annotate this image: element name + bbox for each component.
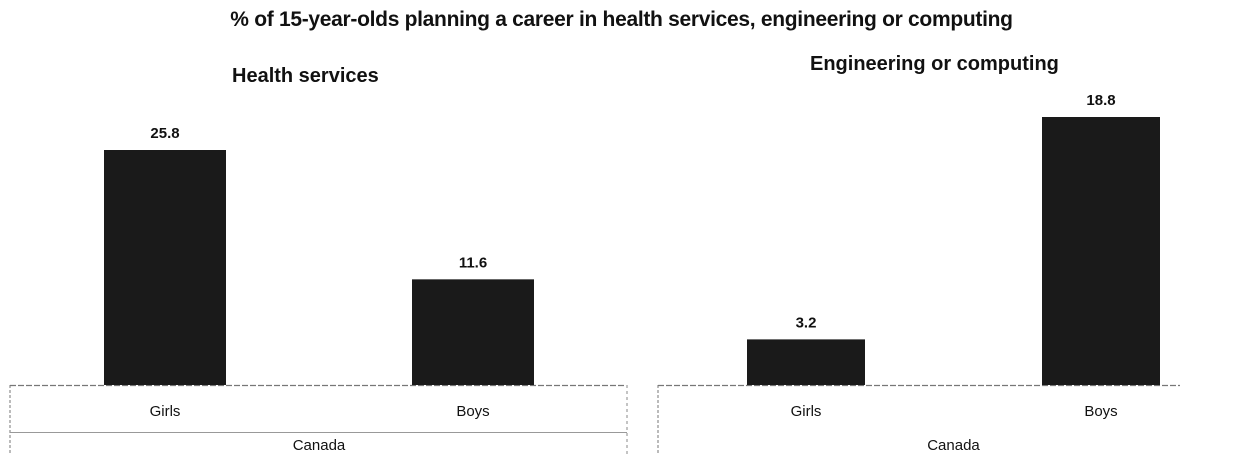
bar-girls (747, 339, 865, 385)
bar-chart-engineering-computing: 3.2 Girls 18.8 Boys Canada (657, 92, 1180, 455)
data-label: 3.2 (796, 314, 817, 331)
x-group-label: Canada (293, 437, 346, 454)
bar-boys (412, 279, 534, 385)
x-tick-label: Boys (1084, 403, 1117, 420)
x-tick-label: Boys (456, 403, 489, 420)
panel-title: Health services (232, 65, 379, 87)
bar-girls (104, 150, 226, 385)
panel-title: Engineering or computing (810, 53, 1059, 75)
x-tick-label: Girls (791, 403, 822, 420)
data-label: 18.8 (1086, 92, 1115, 109)
x-group-label: Canada (927, 437, 980, 454)
bar-chart-health-services: 25.8 Girls 11.6 Boys Canada (9, 125, 628, 455)
x-tick-label: Girls (150, 403, 181, 420)
data-label: 11.6 (459, 254, 487, 271)
data-label: 25.8 (150, 125, 179, 142)
bar-boys (1042, 117, 1160, 385)
chart-panel-health-services: Health services 25.8 Girls 11.6 Boys Canada (9, 65, 628, 455)
chart-title: % of 15-year-olds planning a career in h… (230, 8, 1013, 31)
chart-panel-engineering-computing: Engineering or computing 3.2 Girls 18.8 Boy… (650, 0, 1243, 455)
